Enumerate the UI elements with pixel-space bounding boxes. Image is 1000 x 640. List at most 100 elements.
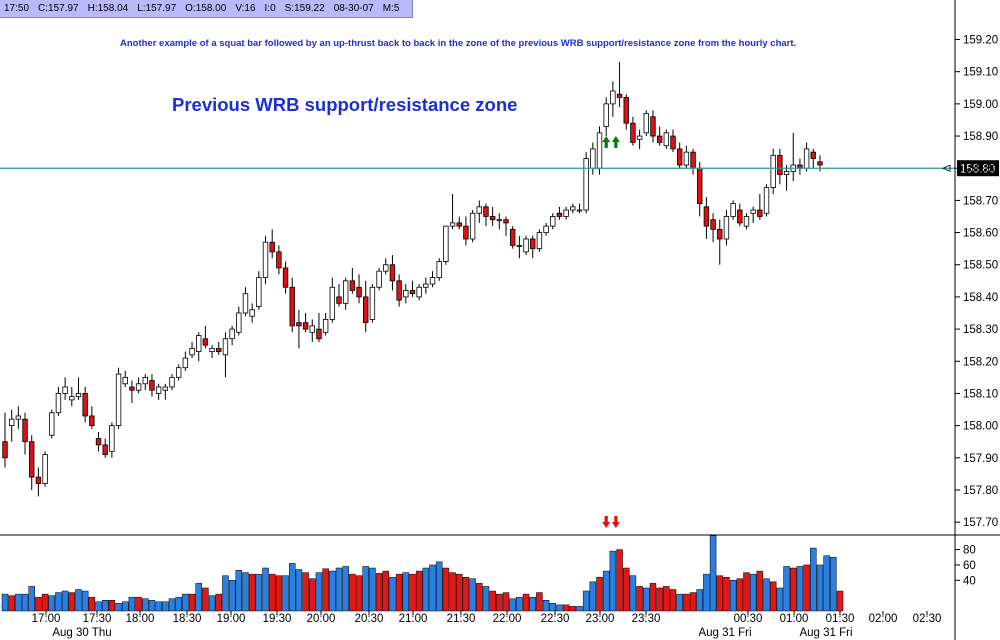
candle-body: [810, 151, 816, 159]
price-tick-label: 158.10: [963, 388, 998, 400]
time-tick-label: 19:00: [217, 613, 246, 625]
candle-body: [75, 393, 82, 398]
candle-body: [309, 325, 315, 333]
volume-bar: [382, 570, 390, 612]
volume-bar: [182, 593, 189, 612]
candle-body: [122, 376, 128, 385]
candle-body: [623, 97, 629, 124]
level-price-label: 158.80: [960, 164, 995, 176]
candle-body: [182, 357, 189, 369]
volume-bar: [602, 570, 610, 612]
candle-body: [216, 347, 222, 353]
candle-body: [369, 286, 376, 320]
volume-bar: [41, 593, 49, 612]
volume-bar: [95, 601, 102, 612]
price-tick-label: 158.90: [963, 131, 998, 143]
candle-body: [743, 216, 750, 227]
candle-body: [783, 171, 790, 176]
candle-body: [483, 206, 489, 217]
candle-body: [256, 277, 262, 307]
info-high: H:158.04: [87, 3, 129, 14]
candle-body: [436, 261, 442, 279]
candle-body: [209, 347, 215, 353]
volume-bar: [816, 564, 824, 612]
candle-body: [289, 286, 295, 327]
candle-body: [296, 322, 302, 327]
candle-body: [403, 290, 409, 298]
volume-bar: [162, 601, 169, 612]
candle-body: [149, 380, 155, 391]
volume-bar: [369, 567, 376, 612]
candle-body: [443, 225, 449, 262]
volume-bar: [48, 595, 56, 612]
candle-body: [249, 309, 255, 317]
volume-bar: [28, 586, 35, 612]
volume-bar: [649, 583, 657, 612]
volume-bar: [135, 596, 142, 612]
candle-body: [322, 319, 329, 333]
level-price-box: [957, 160, 999, 177]
info-time: 17:50: [4, 3, 30, 14]
time-tick-label: 22:30: [541, 613, 570, 625]
candle-body: [543, 225, 549, 233]
candle-body: [763, 187, 770, 214]
volume-bar: [609, 550, 617, 612]
volume-bar: [596, 576, 603, 612]
candle-body: [349, 280, 356, 291]
volume-bar: [743, 572, 750, 612]
volume-bar: [242, 572, 249, 612]
info-volume: V:16: [235, 3, 256, 14]
candle-body: [469, 212, 476, 240]
volume-bar: [435, 561, 443, 612]
time-tick-label: 18:30: [173, 613, 202, 625]
time-tick-label: 23:30: [632, 613, 661, 625]
candle-body: [62, 386, 68, 394]
candle-body: [196, 335, 202, 353]
volume-tick-label: 60: [963, 560, 976, 572]
time-tick-label: 22:00: [493, 613, 522, 625]
candle-body: [590, 148, 596, 169]
volume-bar: [496, 593, 503, 612]
candle-body: [650, 116, 656, 137]
volume-bar: [723, 576, 730, 612]
candle-body: [556, 212, 563, 217]
volume-bar: [689, 592, 697, 612]
candle-body: [757, 209, 763, 217]
volume-bar: [21, 593, 29, 612]
candle-body: [423, 283, 429, 288]
volume-bar: [569, 606, 577, 612]
volume-bar: [449, 572, 456, 612]
time-tick-label: 23:00: [586, 613, 615, 625]
candle-body: [155, 386, 162, 394]
candle-body: [142, 376, 148, 385]
candle-body: [49, 412, 55, 436]
candle-body: [115, 373, 122, 427]
volume-bar: [509, 598, 516, 612]
info-low: L:157.97: [137, 3, 177, 14]
volume-bar: [288, 563, 296, 612]
candle-body: [175, 367, 182, 378]
volume-bar: [255, 573, 263, 612]
volume-bars: [1, 535, 844, 612]
candle-body: [636, 135, 643, 140]
candle-body: [656, 135, 663, 143]
time-tick-label: 18:00: [126, 613, 155, 625]
time-tick-label: 01:00: [780, 613, 809, 625]
candle-body: [2, 441, 8, 459]
volume-bar: [268, 573, 276, 612]
time-tick-label: 17:00: [32, 613, 61, 625]
volume-bar: [643, 587, 650, 612]
volume-bar: [776, 587, 784, 612]
volume-bar: [108, 600, 116, 612]
support-resistance-level: 158.80: [0, 160, 999, 177]
volume-bar: [669, 589, 677, 612]
candle-body: [710, 219, 716, 230]
volume-bar: [549, 603, 557, 612]
candle-body: [329, 286, 336, 320]
volume-bar: [195, 583, 202, 612]
candle-body: [15, 415, 22, 420]
up-thrust-arrow: [602, 136, 611, 148]
price-tick-label: 158.00: [963, 421, 998, 433]
volume-bar: [556, 604, 563, 612]
volume-bar: [248, 573, 256, 612]
